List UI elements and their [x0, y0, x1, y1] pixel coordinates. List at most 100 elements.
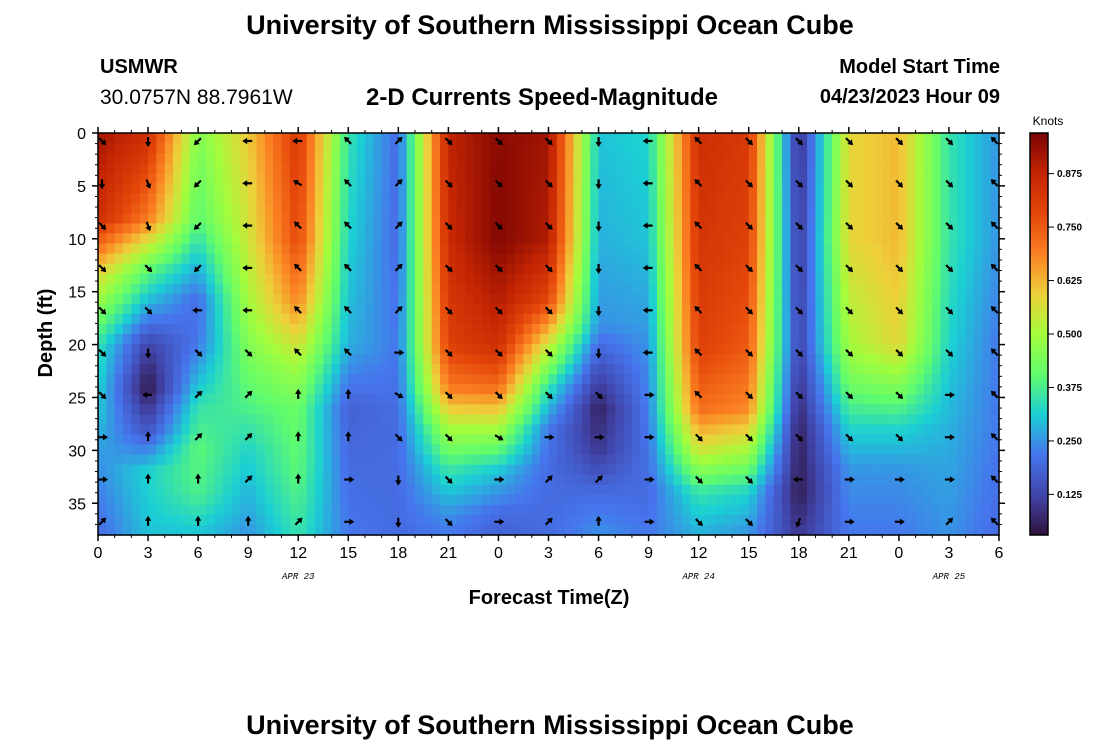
heatmap-cell: [907, 203, 917, 214]
heatmap-cell: [915, 243, 925, 255]
heatmap-cell: [323, 404, 333, 415]
heatmap-cell: [531, 323, 541, 335]
heatmap-cell: [156, 524, 166, 536]
heatmap-cell: [681, 504, 691, 516]
heatmap-cell: [656, 303, 666, 315]
heatmap-cell: [765, 303, 775, 315]
heatmap-cell: [389, 243, 399, 255]
heatmap-cell: [123, 173, 132, 184]
heatmap-cell: [848, 323, 858, 335]
heatmap-cell: [907, 253, 917, 265]
heatmap-cell: [531, 263, 541, 275]
heatmap-cell: [840, 243, 850, 255]
heatmap-cell: [448, 364, 458, 375]
heatmap-cell: [164, 293, 174, 305]
heatmap-cell: [406, 454, 416, 466]
heatmap-cell: [515, 313, 525, 325]
heatmap-cell: [673, 273, 683, 285]
heatmap-cell: [465, 354, 475, 365]
heatmap-cell: [248, 263, 258, 275]
heatmap-cell: [673, 313, 683, 325]
heatmap-cell: [540, 203, 550, 214]
heatmap-cell: [465, 344, 475, 355]
heatmap-cell: [932, 163, 942, 174]
heatmap-cell: [173, 303, 183, 315]
heatmap-cell: [623, 273, 633, 285]
heatmap-cell: [231, 293, 241, 305]
heatmap-cell: [965, 263, 975, 275]
heatmap-cell: [673, 283, 683, 295]
heatmap-cell: [865, 133, 875, 144]
heatmap-cell: [565, 414, 575, 426]
heatmap-cell: [531, 183, 541, 194]
heatmap-cell: [465, 243, 475, 255]
heatmap-cell: [823, 354, 833, 365]
heatmap-cell: [656, 424, 666, 436]
heatmap-cell: [239, 374, 249, 385]
heatmap-cell: [865, 253, 875, 265]
heatmap-cell: [106, 524, 116, 536]
heatmap-cell: [389, 344, 399, 355]
heatmap-cell: [381, 334, 391, 345]
heatmap-cell: [915, 233, 925, 245]
heatmap-cell: [239, 203, 249, 214]
heatmap-cell: [648, 494, 658, 506]
current-vector-arrow: [945, 306, 954, 315]
heatmap-cell: [773, 364, 783, 375]
heatmap-cell: [656, 394, 666, 405]
heatmap-cell: [289, 133, 299, 144]
heatmap-cell: [698, 323, 708, 335]
heatmap-cell: [606, 263, 616, 275]
heatmap-cell: [832, 364, 842, 375]
heatmap-cell: [631, 133, 641, 144]
heatmap-cell: [590, 504, 600, 516]
heatmap-cell: [556, 344, 566, 355]
heatmap-cell: [832, 434, 842, 446]
heatmap-cell: [573, 253, 583, 265]
heatmap-cell: [164, 193, 174, 204]
heatmap-cell: [548, 374, 558, 385]
heatmap-cell: [615, 474, 625, 486]
heatmap-cell: [815, 374, 825, 385]
heatmap-cell: [857, 323, 867, 335]
heatmap-cell: [973, 414, 983, 426]
heatmap-cell: [640, 183, 650, 194]
heatmap-cell: [707, 253, 716, 265]
heatmap-cell: [298, 323, 308, 335]
heatmap-cell: [748, 203, 758, 214]
heatmap-cell: [732, 364, 741, 375]
heatmap-cell: [273, 173, 283, 184]
heatmap-cell: [431, 163, 441, 174]
heatmap-cell: [932, 414, 942, 426]
heatmap-cell: [481, 434, 491, 446]
heatmap-cell: [882, 434, 892, 446]
heatmap-cell: [665, 454, 675, 466]
heatmap-cell: [248, 424, 258, 436]
heatmap-cell: [965, 303, 975, 315]
heatmap-cell: [306, 283, 316, 295]
heatmap-cell: [139, 293, 149, 305]
heatmap-cell: [98, 344, 107, 355]
heatmap-cell: [982, 414, 992, 426]
heatmap-cell: [214, 293, 224, 305]
heatmap-cell: [264, 293, 274, 305]
heatmap-cell: [189, 394, 199, 405]
heatmap-cell: [698, 173, 708, 184]
heatmap-cell: [665, 344, 675, 355]
current-vector-arrow: [144, 431, 152, 442]
current-vector-arrow: [294, 348, 302, 357]
heatmap-cell: [373, 313, 383, 325]
heatmap-cell: [206, 444, 216, 456]
heatmap-cell: [356, 223, 366, 235]
heatmap-cell: [565, 434, 575, 446]
heatmap-cell: [823, 143, 833, 154]
heatmap-cell: [807, 303, 817, 315]
heatmap-cell: [306, 374, 316, 385]
heatmap-cell: [264, 394, 274, 405]
heatmap-cell: [281, 434, 291, 446]
heatmap-cell: [423, 344, 433, 355]
heatmap-cell: [431, 213, 441, 225]
heatmap-cell: [765, 464, 775, 476]
heatmap-cell: [448, 313, 458, 325]
heatmap-cell: [164, 283, 174, 295]
